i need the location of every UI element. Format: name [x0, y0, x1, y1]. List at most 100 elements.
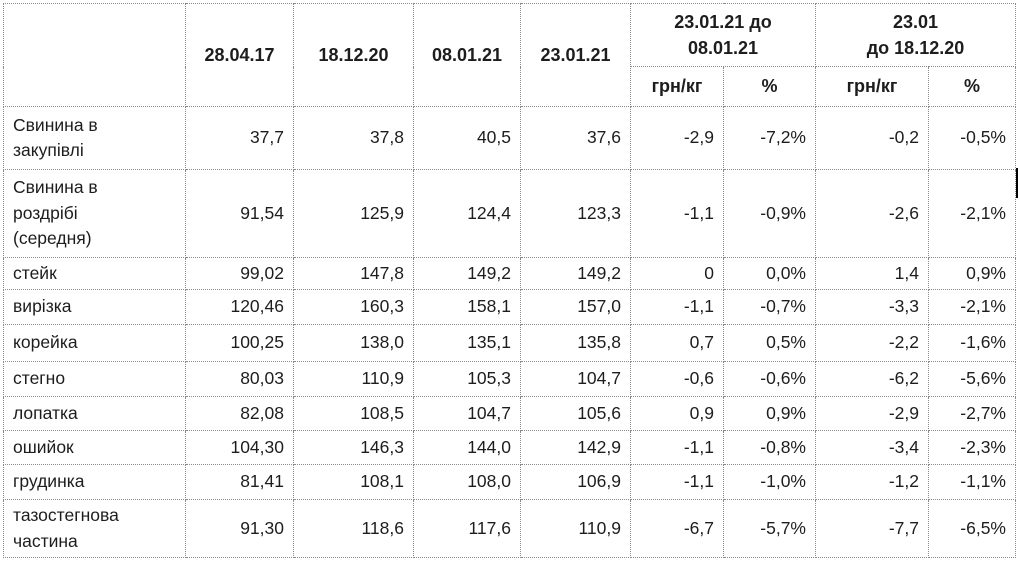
table-row: тазостегнова частина 91,30 118,6 117,6 1… [3, 499, 1016, 558]
cell-value: 80,03 [185, 361, 294, 397]
header-row-dates: 28.04.17 18.12.20 08.01.21 23.01.21 23.0… [3, 3, 1016, 107]
column-header-date: 28.04.17 [185, 3, 294, 107]
column-subheader-unit: грн/кг [630, 66, 724, 107]
column-group-title: 23.01.21 до 08.01.21 [630, 3, 816, 67]
cell-value: -0,8% [723, 430, 816, 465]
cell-value: 0,9% [723, 396, 816, 431]
column-header-date: 18.12.20 [293, 3, 414, 107]
cell-value: 0,5% [723, 324, 816, 362]
cell-value: -3,3 [815, 289, 929, 325]
cell-value: -0,9% [723, 169, 816, 258]
cell-value: 82,08 [185, 396, 294, 431]
cell-value: 118,6 [293, 499, 414, 558]
cell-value: 104,7 [413, 396, 521, 431]
cell-value: -1,1 [630, 464, 724, 500]
cell-value: 142,9 [520, 430, 631, 465]
pork-price-table: 28.04.17 18.12.20 08.01.21 23.01.21 23.0… [3, 3, 1016, 558]
cell-value: -3,4 [815, 430, 929, 465]
table-row: корейка 100,25 138,0 135,1 135,8 0,7 0,5… [3, 324, 1016, 362]
cell-value: 0,9% [928, 257, 1016, 290]
cell-value: -2,3% [928, 430, 1016, 465]
cell-value: -1,6% [928, 324, 1016, 362]
cell-value: 37,8 [293, 106, 414, 170]
table-row: ошийок 104,30 146,3 144,0 142,9 -1,1 -0,… [3, 430, 1016, 465]
table-row: вирізка 120,46 160,3 158,1 157,0 -1,1 -0… [3, 289, 1016, 325]
cell-value: 0,7 [630, 324, 724, 362]
cell-value: -0,2 [815, 106, 929, 170]
cell-value: 160,3 [293, 289, 414, 325]
cell-value: -1,1 [630, 289, 724, 325]
cell-value: 105,6 [520, 396, 631, 431]
cell-value: -2,6 [815, 169, 929, 258]
cell-value: 149,2 [520, 257, 631, 290]
cell-value: -5,6% [928, 361, 1016, 397]
table-row: грудинка 81,41 108,1 108,0 106,9 -1,1 -1… [3, 464, 1016, 500]
cell-value: -1,1 [630, 169, 724, 258]
cell-value: 144,0 [413, 430, 521, 465]
row-label: стейк [3, 257, 186, 290]
row-label: корейка [3, 324, 186, 362]
cell-value: 108,0 [413, 464, 521, 500]
cell-value: 125,9 [293, 169, 414, 258]
table-row: Свинина в закупівлі 37,7 37,8 40,5 37,6 … [3, 106, 1016, 170]
cell-value: 147,8 [293, 257, 414, 290]
cell-value: 104,30 [185, 430, 294, 465]
cell-value: -5,7% [723, 499, 816, 558]
cell-value: 110,9 [520, 499, 631, 558]
cell-value: 135,1 [413, 324, 521, 362]
cell-value: 110,9 [293, 361, 414, 397]
cell-value: -6,5% [928, 499, 1016, 558]
cell-value: 104,7 [520, 361, 631, 397]
cell-value: 1,4 [815, 257, 929, 290]
table-row: Свинина в роздрібі (середня) 91,54 125,9… [3, 169, 1016, 258]
cell-value: -2,9 [630, 106, 724, 170]
cell-value: 135,8 [520, 324, 631, 362]
row-label: Свинина в роздрібі (середня) [3, 169, 186, 258]
column-subheader-percent: % [723, 66, 816, 107]
row-label: грудинка [3, 464, 186, 500]
cell-value: -7,2% [723, 106, 816, 170]
row-label: стегно [3, 361, 186, 397]
table-row: стейк 99,02 147,8 149,2 149,2 0 0,0% 1,4… [3, 257, 1016, 290]
cell-value: -6,7 [630, 499, 724, 558]
cell-value: 37,6 [520, 106, 631, 170]
cell-value: 40,5 [413, 106, 521, 170]
cell-value: 37,7 [185, 106, 294, 170]
cell-value: -1,1 [630, 430, 724, 465]
cell-value: 108,1 [293, 464, 414, 500]
column-header-date: 08.01.21 [413, 3, 521, 107]
column-group-title: 23.01 до 18.12.20 [815, 3, 1016, 67]
row-label: тазостегнова частина [3, 499, 186, 558]
cell-value: -6,2 [815, 361, 929, 397]
cell-value: 91,54 [185, 169, 294, 258]
cell-value: 0,0% [723, 257, 816, 290]
text-cursor [1016, 168, 1018, 198]
row-label: вирізка [3, 289, 186, 325]
column-subheader-percent: % [928, 66, 1016, 107]
cell-value: -1,0% [723, 464, 816, 500]
cell-value: -0,7% [723, 289, 816, 325]
cell-value: -0,6% [723, 361, 816, 397]
column-header-date: 23.01.21 [520, 3, 631, 107]
cell-value: -2,2 [815, 324, 929, 362]
corner-cell [3, 3, 186, 107]
cell-value: 108,5 [293, 396, 414, 431]
cell-value: 99,02 [185, 257, 294, 290]
cell-value: -2,1% [928, 169, 1016, 258]
cell-value: -1,1% [928, 464, 1016, 500]
header-row-units: грн/кг % грн/кг % [4, 66, 1016, 107]
cell-value: 0 [630, 257, 724, 290]
cell-value: 123,3 [520, 169, 631, 258]
cell-value: 149,2 [413, 257, 521, 290]
cell-value: -2,1% [928, 289, 1016, 325]
row-label: ошийок [3, 430, 186, 465]
cell-value: 158,1 [413, 289, 521, 325]
table-row: стегно 80,03 110,9 105,3 104,7 -0,6 -0,6… [3, 361, 1016, 397]
cell-value: 105,3 [413, 361, 521, 397]
cell-value: 100,25 [185, 324, 294, 362]
cell-value: 117,6 [413, 499, 521, 558]
cell-value: 0,9 [630, 396, 724, 431]
cell-value: -2,7% [928, 396, 1016, 431]
cell-value: 146,3 [293, 430, 414, 465]
cell-value: -0,5% [928, 106, 1016, 170]
